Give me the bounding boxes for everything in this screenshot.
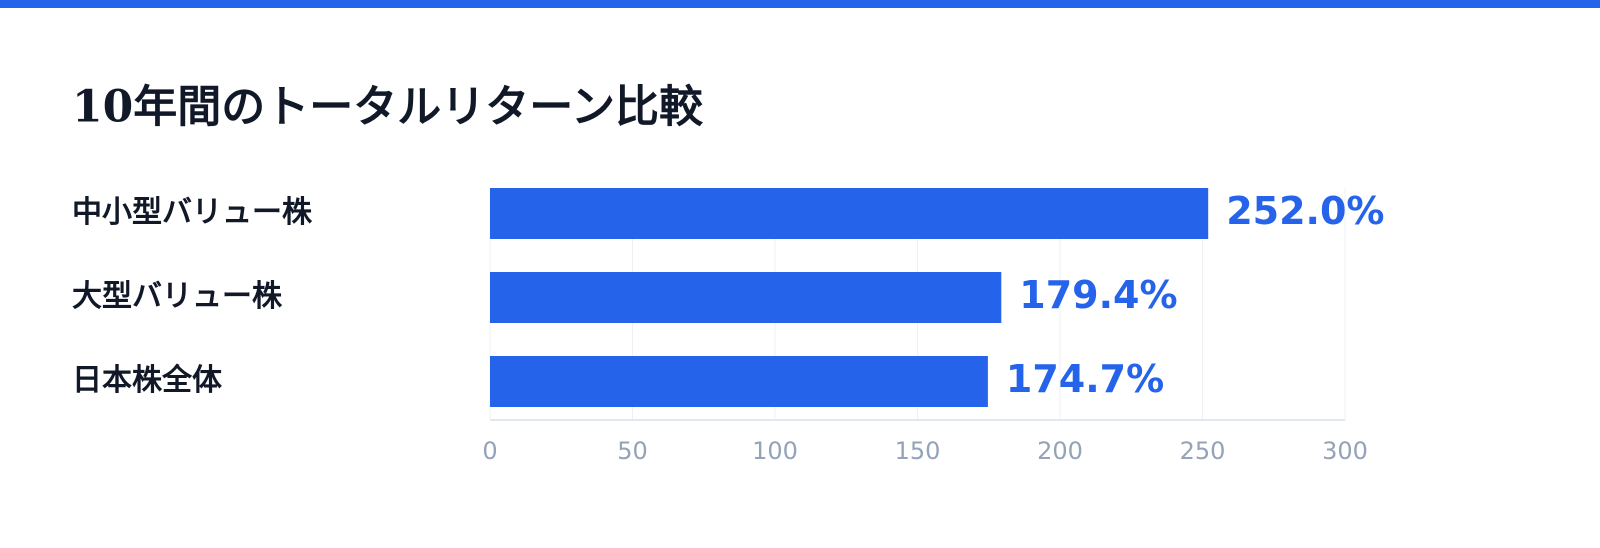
x-tick-label: 300	[1322, 437, 1368, 465]
category-label: 中小型バリュー株	[72, 195, 313, 230]
value-label: 174.7%	[1006, 357, 1164, 401]
value-label: 179.4%	[1019, 273, 1177, 317]
x-tick-label: 250	[1180, 437, 1226, 465]
x-tick-label: 200	[1037, 437, 1083, 465]
value-label: 252.0%	[1226, 189, 1384, 233]
x-tick-label: 0	[482, 437, 497, 465]
bar	[490, 356, 988, 407]
top-accent	[0, 0, 1600, 8]
category-label: 日本株全体	[72, 363, 223, 398]
chart-title: 10年間のトータルリターン比較	[72, 82, 704, 133]
x-tick-label: 100	[752, 437, 798, 465]
bar	[490, 188, 1209, 239]
bar	[490, 272, 1002, 323]
x-tick-label: 50	[617, 437, 648, 465]
x-tick-label: 150	[895, 437, 941, 465]
category-label: 大型バリュー株	[72, 279, 283, 314]
